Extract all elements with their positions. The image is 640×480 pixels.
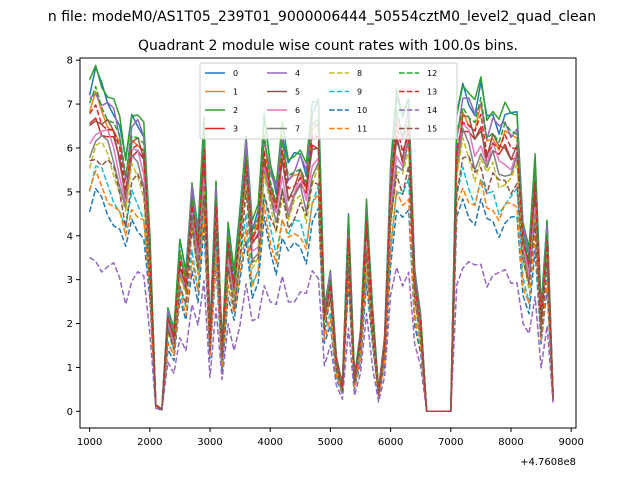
y-tick-label: 1	[67, 363, 73, 374]
legend-label-0: 0	[233, 69, 238, 78]
y-tick-label: 2	[67, 319, 73, 330]
legend-label-5: 5	[295, 88, 300, 97]
legend-label-11: 11	[357, 125, 367, 134]
x-tick-label: 1000	[77, 437, 102, 448]
y-tick-label: 7	[67, 100, 73, 111]
y-tick-label: 4	[67, 231, 73, 242]
x-tick-label: 2000	[137, 437, 162, 448]
legend-label-9: 9	[357, 88, 362, 97]
legend-label-7: 7	[295, 125, 300, 134]
axis-ticks: 1000 2000 3000 4000 5000 6000 7000 8000 90000123…	[67, 56, 584, 448]
legend-label-13: 13	[427, 88, 437, 97]
legend-label-3: 3	[233, 125, 238, 134]
legend-label-14: 14	[427, 106, 437, 115]
series-lines	[88, 64, 554, 413]
y-tick-label: 5	[67, 187, 73, 198]
x-offset-label: +4.7608e8	[520, 457, 576, 468]
plot-frame	[79, 57, 577, 429]
y-tick-label: 8	[67, 56, 73, 67]
x-tick-label: 7000	[438, 437, 463, 448]
legend-label-8: 8	[357, 69, 362, 78]
series-line-14	[89, 256, 554, 413]
x-tick-label: 6000	[378, 437, 403, 448]
x-tick-label: 9000	[558, 437, 583, 448]
series-line-11	[88, 169, 554, 413]
x-tick-label: 3000	[197, 437, 222, 448]
x-tick-label: 8000	[498, 437, 523, 448]
legend-label-1: 1	[233, 88, 238, 97]
legend-frame	[199, 62, 458, 140]
figure-suptitle: n file: modeM0/AS1T05_239T01_9000006444_…	[48, 9, 596, 25]
legend-label-12: 12	[427, 69, 437, 78]
x-tick-label: 4000	[257, 437, 282, 448]
legend-label-2: 2	[233, 106, 238, 115]
y-tick-label: 6	[67, 143, 73, 154]
x-tick-label: 5000	[318, 437, 343, 448]
legend-label-4: 4	[295, 69, 300, 78]
legend-label-6: 6	[295, 106, 300, 115]
y-tick-label: 0	[67, 407, 73, 418]
y-tick-label: 3	[67, 275, 73, 286]
legend-label-15: 15	[427, 125, 437, 134]
series-line-15	[89, 155, 554, 413]
chart-title: Quadrant 2 module wise count rates with …	[138, 38, 518, 54]
legend-label-10: 10	[357, 106, 367, 115]
